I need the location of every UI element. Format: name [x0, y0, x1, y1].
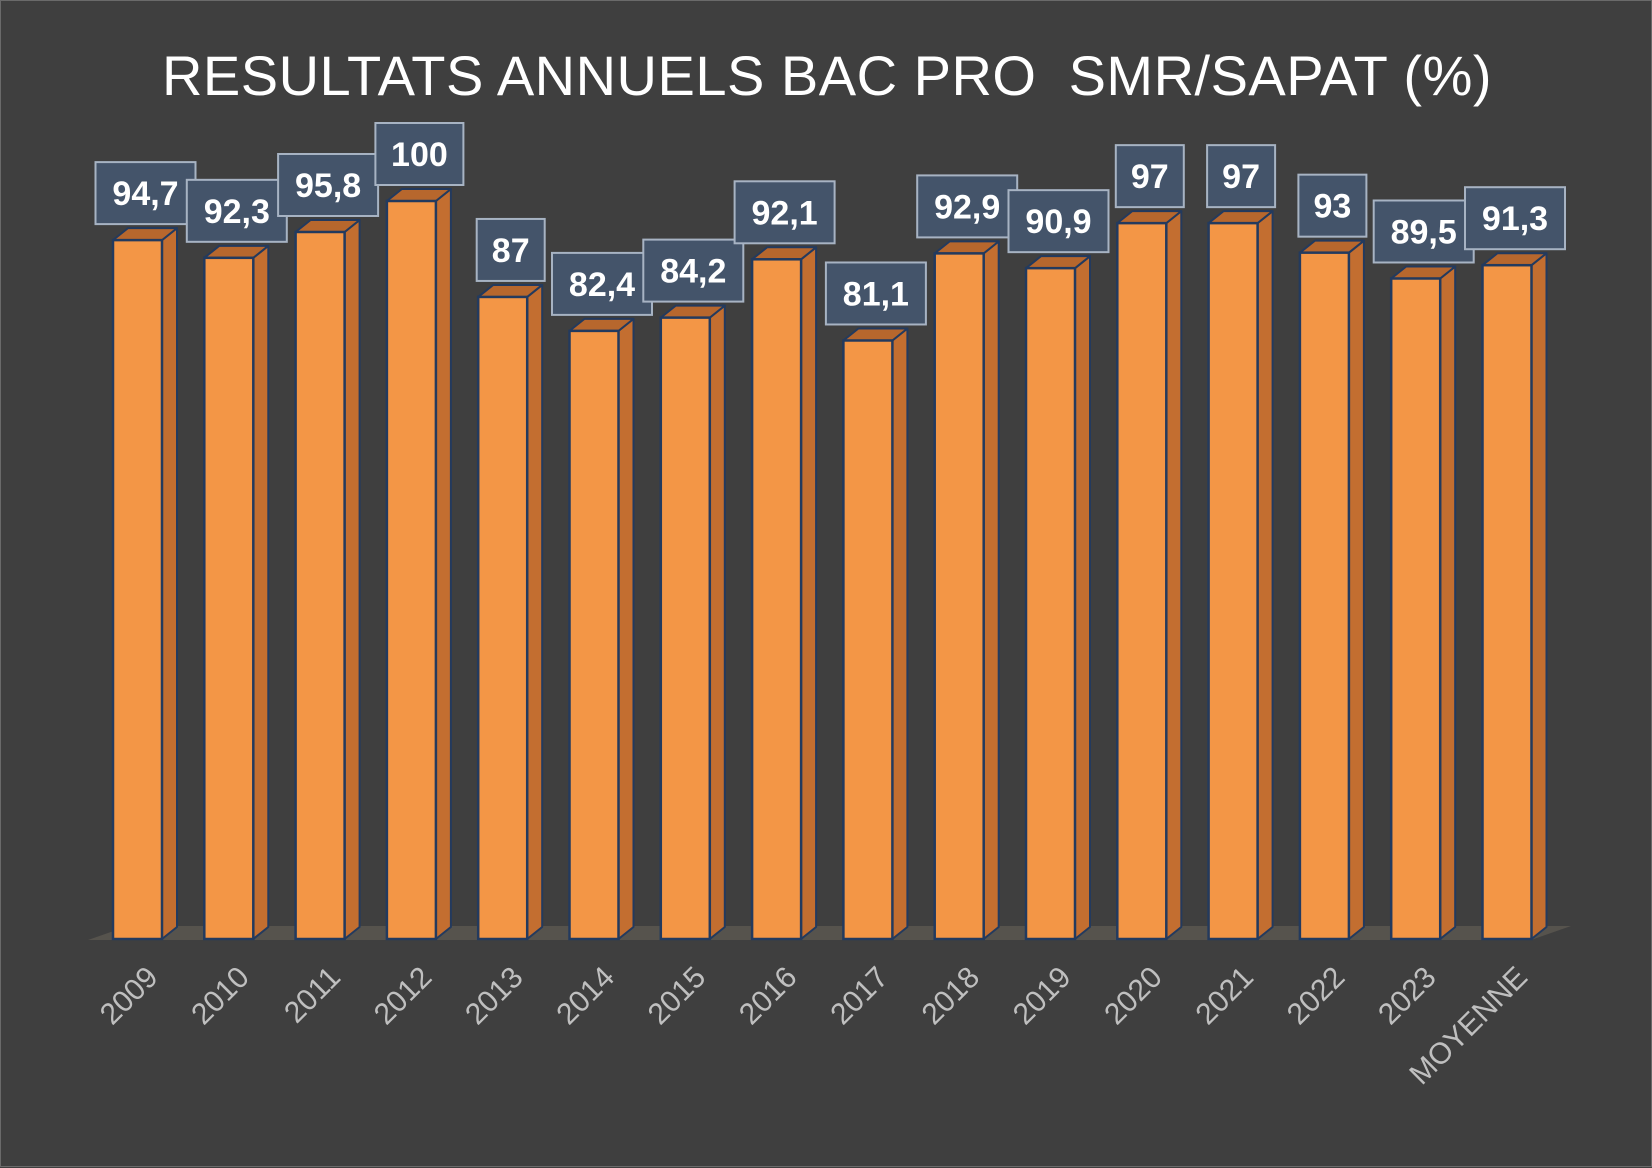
bar-side	[252, 244, 270, 940]
x-tick-label: 2023	[1372, 961, 1443, 1032]
x-tick-label: 2022	[1281, 961, 1352, 1032]
data-label-box	[374, 122, 465, 186]
data-label: 84,2	[660, 253, 726, 291]
bar-side	[526, 283, 544, 940]
data-label-box	[94, 161, 197, 226]
x-tick-label: 2011	[278, 961, 347, 1030]
bar-side	[891, 327, 909, 940]
bar	[476, 295, 529, 941]
data-label-box	[1464, 186, 1566, 251]
bar-side	[434, 188, 452, 940]
bar-side	[800, 246, 818, 940]
bar-side	[982, 240, 1000, 940]
bar-side	[1347, 239, 1365, 940]
x-tick-label: 2016	[733, 961, 804, 1032]
bar	[659, 316, 712, 941]
bar	[1298, 251, 1351, 941]
bar	[203, 256, 255, 941]
data-label-box	[1007, 189, 1110, 254]
bar	[1207, 221, 1259, 941]
data-label: 87	[492, 232, 530, 270]
bar	[568, 329, 620, 941]
x-tick-label: 2021	[1190, 961, 1261, 1032]
bar-side	[1074, 255, 1091, 940]
data-label-box	[185, 178, 288, 243]
bar-side	[1530, 252, 1548, 940]
x-tick-label: 2013	[459, 961, 530, 1032]
data-label: 81,1	[843, 275, 909, 313]
chart-title: RESULTATS ANNUELS BAC PRO SMR/SAPAT (%)	[161, 44, 1493, 107]
data-label-box	[277, 152, 380, 217]
data-label: 97	[1222, 158, 1260, 196]
bar-side	[343, 218, 361, 940]
bar-side	[617, 317, 635, 940]
data-label: 94,7	[112, 175, 178, 213]
x-tick-label: 2012	[368, 961, 439, 1032]
data-label-box	[1297, 173, 1368, 238]
data-label-box	[1372, 199, 1475, 264]
data-label: 82,4	[569, 266, 635, 304]
bar	[1389, 277, 1442, 941]
data-label: 89,5	[1391, 213, 1457, 251]
data-label-box	[551, 251, 653, 316]
data-label-box	[1206, 144, 1277, 209]
bar	[750, 258, 803, 941]
x-tick-label: 2010	[185, 961, 256, 1032]
data-label: 95,8	[295, 167, 361, 205]
data-label: 92,1	[752, 194, 818, 232]
bar	[111, 238, 164, 941]
data-label: 97	[1131, 158, 1169, 196]
bar	[1481, 263, 1533, 941]
chart-floor	[88, 926, 1571, 940]
x-tick-label: 2015	[642, 961, 713, 1032]
data-label: 100	[391, 136, 448, 174]
bar	[1024, 266, 1077, 941]
bar	[1116, 221, 1168, 941]
data-label-box	[642, 238, 745, 303]
data-label: 93	[1313, 188, 1351, 226]
x-tick-label: 2019	[1007, 961, 1078, 1032]
x-tick-label: 2017	[824, 961, 895, 1032]
bar-side	[1439, 265, 1457, 940]
data-label-box	[824, 261, 927, 326]
data-label: 92,3	[204, 193, 270, 231]
data-label-box	[1114, 144, 1185, 209]
bar-side	[1256, 210, 1274, 940]
x-tick-label: 2018	[916, 961, 987, 1032]
bar	[385, 199, 438, 941]
x-tick-label: 2014	[550, 961, 621, 1032]
bar	[842, 339, 894, 941]
bar	[933, 252, 985, 941]
data-label-box	[733, 180, 836, 245]
bar-side	[1165, 210, 1183, 940]
bar-side	[708, 304, 726, 940]
data-label: 91,3	[1482, 200, 1548, 238]
bar	[294, 230, 346, 941]
x-tick-label: 2009	[94, 961, 165, 1032]
bar-side	[161, 227, 178, 940]
data-label-box	[475, 217, 546, 282]
data-label: 90,9	[1025, 203, 1091, 241]
x-tick-label: 2020	[1098, 961, 1169, 1032]
data-label: 92,9	[934, 188, 1000, 226]
